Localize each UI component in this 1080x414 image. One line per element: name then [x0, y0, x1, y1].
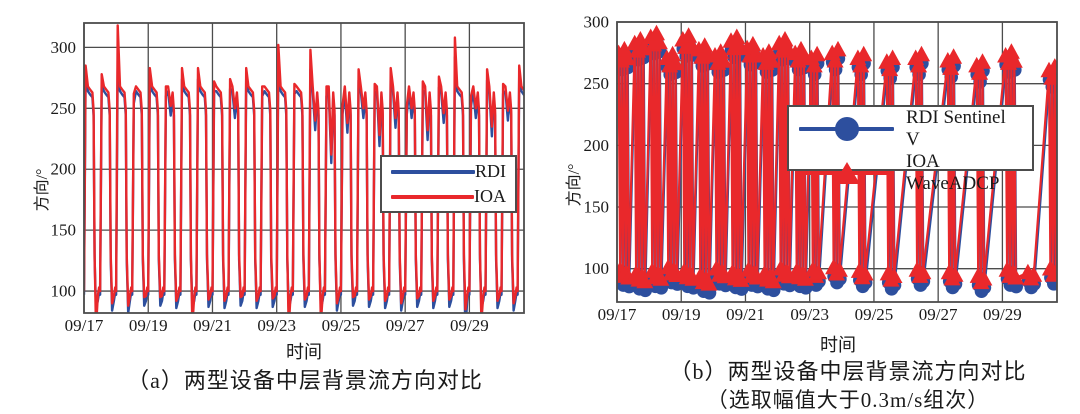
x-axis-label-b: 时间 — [820, 335, 856, 355]
ioa-triangle-marker — [946, 266, 964, 282]
x-tick-label: 09/25 — [855, 305, 894, 324]
ioa-triangle-marker — [913, 45, 930, 62]
ioa-triangle-marker — [884, 49, 902, 65]
ioa-triangle-marker — [667, 54, 684, 71]
y-tick-label: 200 — [51, 160, 77, 179]
legend-label-rdi-sentinel: RDI Sentinel V — [906, 107, 1006, 150]
ioa-triangle-marker — [830, 261, 848, 277]
y-tick-label: 150 — [584, 198, 610, 217]
ioa-triangle-marker — [715, 52, 733, 68]
ioa-triangle-marker — [764, 272, 782, 289]
ioa-waveadcp-swatch — [799, 160, 894, 186]
x-tick-label: 09/17 — [598, 305, 637, 324]
chart-b: 09/17 09/19 09/21 09/23 09/25 09/27 09/29 100 15… — [584, 13, 1058, 324]
x-tick-label: 09/19 — [662, 305, 701, 324]
y-tick-label: 100 — [584, 259, 610, 278]
legend-label-rdi: RDI — [475, 161, 506, 181]
ioa-triangle-marker — [975, 270, 993, 286]
chart-a: 09/17 09/19 09/21 09/23 09/25 09/27 09/29 100 15… — [51, 22, 525, 335]
legend-row-ioa: IOA — [391, 186, 506, 207]
ioa-triangle-marker — [748, 269, 766, 285]
legend-a: RDI IOA — [380, 155, 517, 213]
y-tick-label: 250 — [51, 99, 77, 118]
ioa-triangle-marker — [945, 48, 963, 64]
caption-b-line1: （b）两型设备中层背景流方向对比 — [669, 359, 1027, 384]
ioa-triangle-marker — [700, 275, 718, 291]
plot-area-b — [617, 24, 1057, 300]
x-tick-label: 09/27 — [919, 305, 958, 324]
ioa-triangle-marker — [1046, 58, 1057, 74]
y-tick-label: 300 — [584, 13, 610, 32]
y-tick-label: 300 — [51, 38, 77, 57]
ioa-triangle-marker — [974, 53, 991, 69]
x-tick-label: 09/27 — [386, 316, 425, 335]
ioa-triangle-marker — [971, 64, 989, 80]
ioa-triangle-marker — [826, 52, 844, 68]
ioa-triangle-marker-icon — [834, 162, 860, 184]
ioa-triangle-marker — [650, 33, 668, 50]
rdi-line-swatch — [391, 169, 475, 174]
ioa-line-swatch — [391, 194, 474, 199]
ioa-triangle-marker — [652, 270, 670, 286]
series-line-IOA — [84, 24, 524, 313]
y-tick-label: 250 — [584, 74, 610, 93]
ioa-triangle-marker — [1025, 266, 1043, 282]
ioa-triangle-marker — [1047, 262, 1057, 279]
x-tick-label: 09/23 — [257, 316, 296, 335]
x-tick-label: 09/23 — [790, 305, 829, 324]
ioa-triangle-marker — [881, 60, 899, 77]
ioa-triangle-marker — [910, 56, 928, 73]
ioa-triangle-marker — [914, 263, 932, 280]
x-tick-label: 09/25 — [322, 316, 361, 335]
ioa-triangle-marker — [1007, 269, 1025, 285]
ioa-triangle-marker — [1005, 52, 1023, 68]
rdi-circle-marker-icon — [835, 117, 859, 141]
ioa-triangle-marker — [732, 271, 750, 287]
y-tick-label: 100 — [51, 282, 77, 301]
ioa-triangle-marker — [885, 267, 903, 283]
y-axis-label-a: 方向/° — [34, 168, 51, 212]
legend-row-ioa-waveadcp: IOA WaveADCP — [799, 151, 1022, 195]
x-axis-label-a: 时间 — [286, 342, 322, 362]
ioa-triangle-marker — [856, 265, 874, 281]
ioa-triangle-marker — [617, 40, 633, 57]
legend-row-rdi: RDI — [391, 161, 506, 182]
x-tick-label: 09/21 — [193, 316, 232, 335]
x-tick-label: 09/21 — [726, 305, 765, 324]
legend-label-ioa-waveadcp: IOA WaveADCP — [906, 151, 1000, 194]
plot-area-a — [84, 24, 524, 313]
x-tick-label: 09/29 — [450, 316, 489, 335]
caption-b-line2: （选取幅值大于0.3m/s组次） — [706, 388, 990, 412]
ioa-triangle-marker — [805, 56, 823, 73]
x-tick-label: 09/17 — [65, 316, 104, 335]
ioa-triangle-marker — [618, 49, 636, 66]
ioa-triangle-marker — [620, 269, 638, 285]
ioa-triangle-marker — [780, 267, 798, 284]
y-axis-label-b: 方向/° — [566, 163, 583, 207]
legend-row-rdi-sentinel: RDI Sentinel V — [799, 107, 1022, 151]
legend-label-ioa: IOA — [474, 186, 506, 206]
x-tick-label: 09/19 — [129, 316, 168, 335]
rdi-sentinel-swatch — [799, 116, 894, 142]
y-tick-label: 200 — [584, 136, 610, 155]
ioa-triangle-marker — [716, 267, 734, 284]
ioa-triangle-marker — [829, 40, 847, 57]
ioa-triangle-marker — [852, 56, 870, 73]
ioa-triangle-marker — [634, 39, 652, 56]
caption-a: （a）两型设备中层背景流方向对比 — [127, 368, 483, 393]
plot-border — [616, 21, 1058, 303]
ioa-triangle-marker — [810, 263, 827, 280]
legend-b: RDI Sentinel V IOA WaveADCP — [787, 105, 1034, 194]
y-tick-label: 150 — [51, 221, 77, 240]
ioa-triangle-marker — [763, 52, 781, 68]
ioa-triangle-marker — [942, 59, 960, 75]
x-tick-label: 09/29 — [983, 305, 1022, 324]
ioa-triangle-marker — [808, 45, 826, 62]
plot-border — [83, 22, 525, 314]
ioa-triangle-marker — [636, 272, 654, 289]
ioa-triangle-marker — [855, 45, 873, 62]
ioa-triangle-marker — [668, 266, 686, 282]
